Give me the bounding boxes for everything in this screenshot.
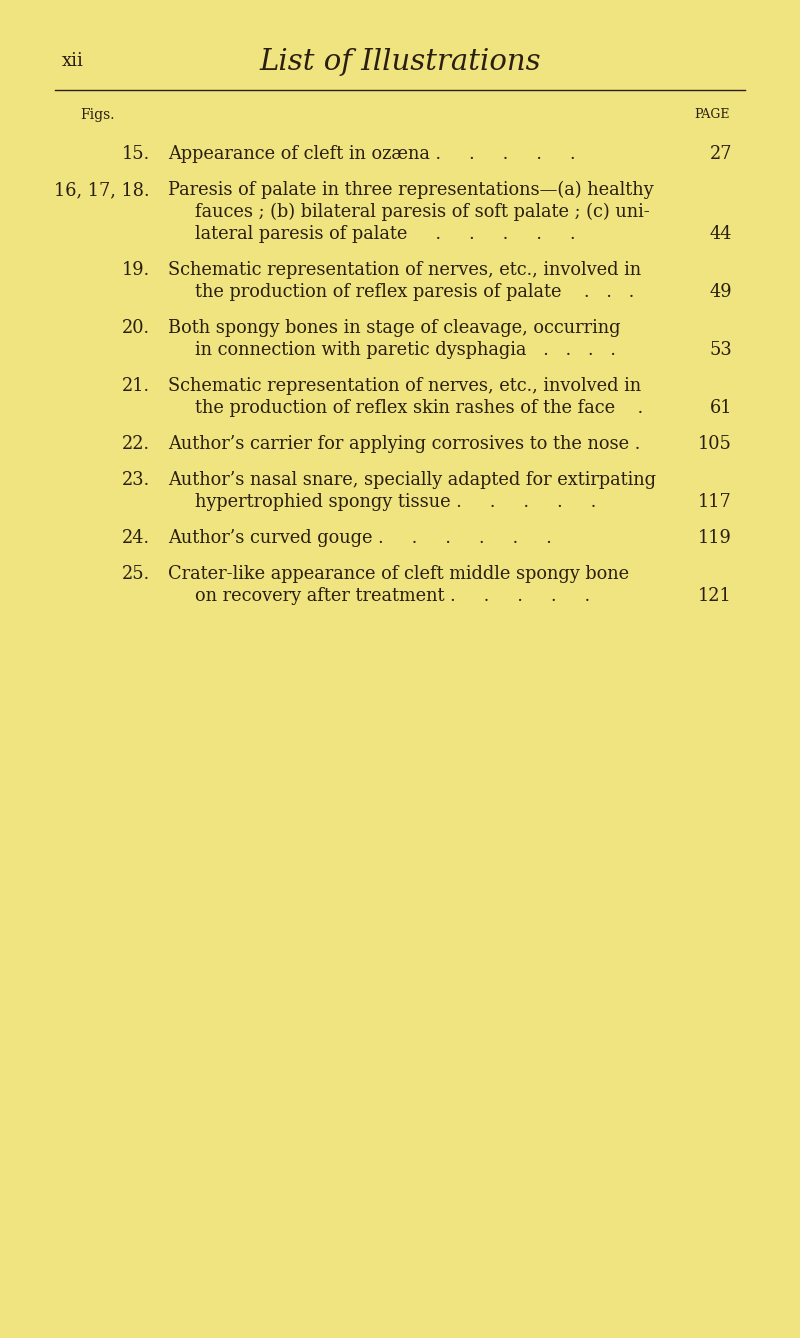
Text: Paresis of palate in three representations—(a) healthy: Paresis of palate in three representatio… [168,181,654,199]
Text: Author’s curved gouge .     .     .     .     .     .: Author’s curved gouge . . . . . . [168,529,552,547]
Text: 19.: 19. [122,261,150,280]
Text: 53: 53 [710,341,732,359]
Text: 25.: 25. [122,565,150,583]
Text: 20.: 20. [122,318,150,337]
Text: 23.: 23. [122,471,150,488]
Text: PAGE: PAGE [694,108,730,120]
Text: 16, 17, 18.: 16, 17, 18. [54,181,150,199]
Text: hypertrophied spongy tissue .     .     .     .     .: hypertrophied spongy tissue . . . . . [195,492,596,511]
Text: 105: 105 [698,435,732,454]
Text: 21.: 21. [122,377,150,395]
Text: Author’s carrier for applying corrosives to the nose .: Author’s carrier for applying corrosives… [168,435,640,454]
Text: lateral paresis of palate     .     .     .     .     .: lateral paresis of palate . . . . . [195,225,575,244]
Text: 61: 61 [710,399,732,417]
Text: 15.: 15. [122,145,150,163]
Text: Figs.: Figs. [80,108,114,122]
Text: Schematic representation of nerves, etc., involved in: Schematic representation of nerves, etc.… [168,377,641,395]
Text: 119: 119 [698,529,732,547]
Text: 22.: 22. [122,435,150,454]
Text: Crater-like appearance of cleft middle spongy bone: Crater-like appearance of cleft middle s… [168,565,629,583]
Text: the production of reflex paresis of palate    .   .   .: the production of reflex paresis of pala… [195,284,634,301]
Text: 24.: 24. [122,529,150,547]
Text: fauces ; (b) bilateral paresis of soft palate ; (c) uni-: fauces ; (b) bilateral paresis of soft p… [195,203,650,221]
Text: 121: 121 [698,587,732,605]
Text: in connection with paretic dysphagia   .   .   .   .: in connection with paretic dysphagia . .… [195,341,616,359]
Text: Appearance of cleft in ozæna .     .     .     .     .: Appearance of cleft in ozæna . . . . . [168,145,575,163]
Text: List of Illustrations: List of Illustrations [259,48,541,76]
Text: Both spongy bones in stage of cleavage, occurring: Both spongy bones in stage of cleavage, … [168,318,621,337]
Text: xii: xii [62,52,84,70]
Text: the production of reflex skin rashes of the face    .: the production of reflex skin rashes of … [195,399,643,417]
Text: 27: 27 [710,145,732,163]
Text: on recovery after treatment .     .     .     .     .: on recovery after treatment . . . . . [195,587,590,605]
Text: 49: 49 [710,284,732,301]
Text: Schematic representation of nerves, etc., involved in: Schematic representation of nerves, etc.… [168,261,641,280]
Text: Author’s nasal snare, specially adapted for extirpating: Author’s nasal snare, specially adapted … [168,471,656,488]
Text: 117: 117 [698,492,732,511]
Text: 44: 44 [710,225,732,244]
